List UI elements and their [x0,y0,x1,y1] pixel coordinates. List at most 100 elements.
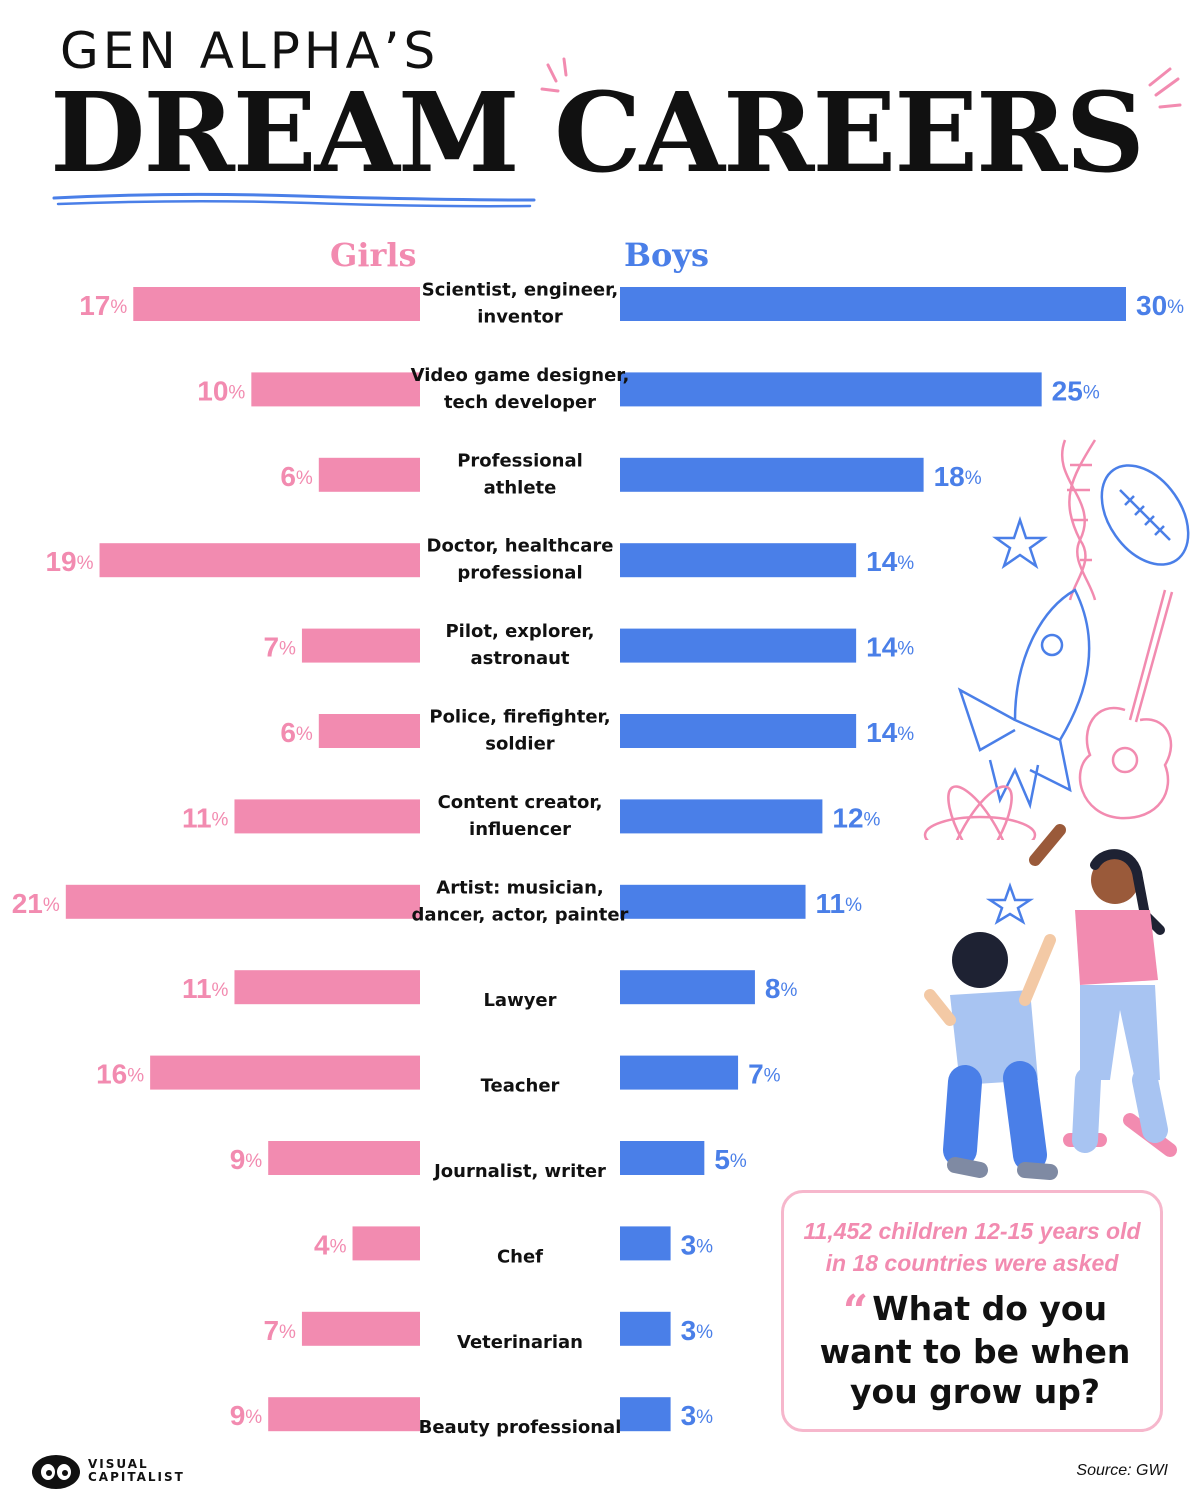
girls-bar [234,799,420,834]
girls-bar [268,1141,420,1175]
boy-figure [924,932,1058,1180]
category-label: influencer [469,819,571,840]
title-underline [52,192,536,208]
boys-bar [620,1141,705,1175]
girls-value-label: 6% [280,717,313,748]
girls-bar [318,714,420,748]
girls-value-label: 11% [182,803,229,834]
star-icon [992,516,1048,570]
logo-wordmark: VISUAL CAPITALIST [88,1458,185,1484]
boys-value-label: 11% [816,888,863,919]
boys-bar [620,1226,671,1261]
survey-description-line: in 18 countries were asked [825,1250,1119,1276]
boys-bar [620,628,857,663]
boys-value-label: 3% [681,1315,714,1346]
boys-bar [620,457,924,492]
girls-bar [318,457,420,492]
category-label: Professional [457,450,583,471]
category-label: Chef [497,1246,543,1267]
girls-bar [99,543,421,578]
survey-question-line: you grow up? [850,1372,1100,1411]
girls-value-label: 21% [12,888,60,919]
boys-bar [620,287,1126,321]
category-label: Police, firefighter, [429,707,610,728]
girls-value-label: 19% [45,547,93,578]
category-label: athlete [484,477,557,498]
category-label: Lawyer [483,990,556,1011]
survey-description-line: 11,452 children 12-15 years old [803,1218,1141,1244]
survey-question: “What do you want to be when you grow up… [794,1289,1156,1412]
category-label: tech developer [444,392,596,413]
girls-value-label: 4% [314,1230,347,1261]
sparkle-icon [540,57,568,93]
boys-value-label: 7% [748,1059,781,1090]
guitar-icon [1078,589,1174,820]
girls-bar [65,884,421,919]
category-label: Content creator, [438,792,603,813]
boys-bar [620,1055,739,1090]
football-icon [1100,464,1190,566]
girls-bar [234,970,420,1005]
boys-value-label: 14% [866,717,914,748]
category-label: Journalist, writer [432,1161,606,1182]
girls-value-label: 11% [182,974,229,1005]
visual-capitalist-logo: VISUAL CAPITALIST [30,1450,185,1492]
category-label: astronaut [470,648,569,669]
girls-value-label: 10% [197,376,245,407]
girls-column-header: Girls [330,236,417,274]
girls-bar [301,628,420,663]
category-label: Scientist, engineer, [422,280,618,301]
category-label: Beauty professional [419,1417,622,1438]
star-icon [985,882,1035,925]
title-top: GEN ALPHA’S [60,22,440,80]
category-label: inventor [477,307,563,328]
girls-bar [251,372,420,407]
girls-value-label: 9% [230,1144,263,1175]
page-title: DREAM CAREERS [50,68,1145,197]
category-label: Veterinarian [457,1332,583,1353]
boys-value-label: 3% [681,1401,714,1432]
girls-value-label: 7% [263,632,296,663]
boys-value-label: 8% [765,974,798,1005]
category-label: Video game designer, [411,365,630,386]
category-label: Teacher [481,1076,560,1097]
logo-icon [32,1455,80,1489]
logo-line: CAPITALIST [88,1470,185,1484]
boys-bar [620,714,857,748]
logo-line: VISUAL [88,1457,149,1471]
boys-bar [620,372,1042,407]
butterfly-bar-chart: 17% 30% Scientist, engineer, inventor 10% 25%… [12,280,1184,1439]
survey-question-line: What do you [872,1289,1108,1328]
girls-bar [301,1311,420,1346]
category-label: Artist: musician, [436,877,603,898]
girls-bar [150,1055,420,1090]
quote-icon: “ [842,1286,869,1337]
source-note: Source: GWI [1076,1462,1168,1479]
atom-icon [923,785,1037,840]
boys-value-label: 12% [832,803,880,834]
boys-bar [620,799,823,834]
doodles-illustration [923,439,1190,840]
girl-figure [1029,824,1177,1157]
boys-bar [620,543,857,578]
boys-value-label: 5% [714,1144,747,1175]
boys-bar [620,1311,671,1346]
category-label: Doctor, healthcare [427,536,614,557]
category-label: soldier [485,734,555,755]
girls-value-label: 6% [280,461,313,492]
rocket-icon [957,588,1091,810]
boys-value-label: 14% [866,547,914,578]
children-illustration [924,824,1177,1180]
dna-icon [1061,439,1097,601]
girls-value-label: 7% [263,1315,296,1346]
girls-value-label: 16% [96,1059,144,1090]
boys-value-label: 18% [934,461,982,492]
girls-value-label: 17% [79,290,127,321]
boys-bar [620,970,755,1005]
boys-bar [620,1397,671,1432]
boys-column-header: Boys [624,236,709,274]
boys-value-label: 25% [1052,376,1100,407]
category-label: Pilot, explorer, [445,621,594,642]
boys-value-label: 14% [866,632,914,663]
sparkle-icon [1148,67,1182,109]
